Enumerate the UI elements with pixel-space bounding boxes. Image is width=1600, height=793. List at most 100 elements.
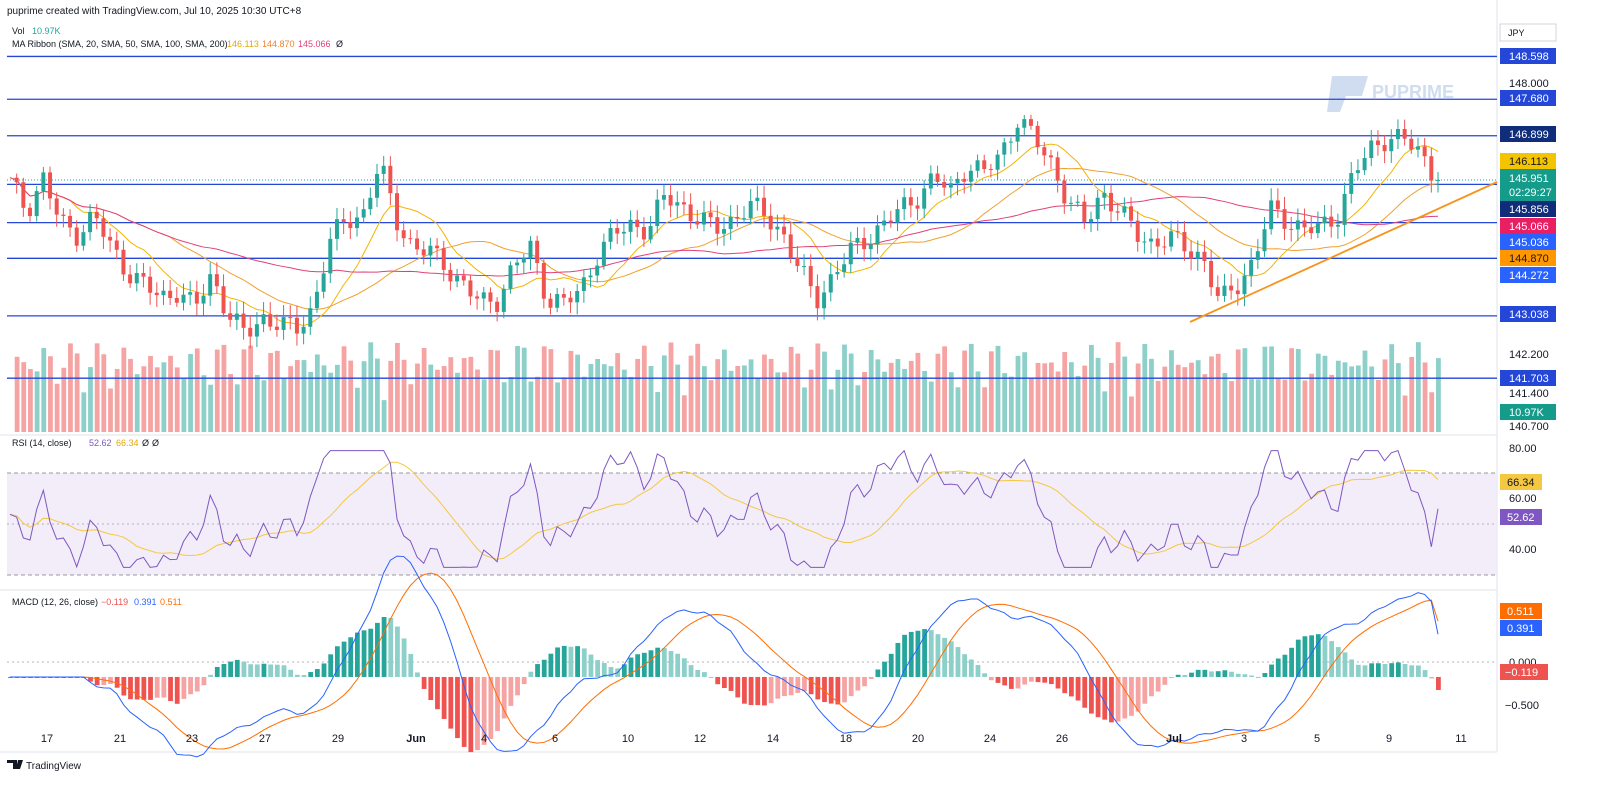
volume-bar xyxy=(862,372,867,432)
macd-histogram-bar xyxy=(1195,669,1201,677)
macd-histogram-bar xyxy=(735,676,741,698)
currency-box[interactable] xyxy=(1499,23,1557,42)
macd-histogram-bar xyxy=(154,676,160,698)
candle-body xyxy=(174,298,179,303)
volume-bar xyxy=(28,369,33,432)
candle-body xyxy=(435,245,440,249)
candle-body xyxy=(214,274,219,287)
badge-histogram[interactable] xyxy=(1500,664,1548,680)
candle-body xyxy=(1362,158,1367,171)
macd-histogram-bar xyxy=(94,676,100,686)
candle-body xyxy=(455,275,460,282)
volume-bar xyxy=(281,378,287,432)
candle-body xyxy=(688,204,693,222)
badge-ma-short[interactable] xyxy=(1500,153,1556,169)
badge-rsi-ma[interactable] xyxy=(1500,474,1542,490)
volume-bar xyxy=(515,345,520,432)
time-tick-label: 17 xyxy=(41,733,53,745)
volume-bar xyxy=(942,346,947,432)
volume-bar xyxy=(1255,379,1261,432)
tradingview-logo[interactable]: TradingView xyxy=(7,760,82,772)
macd-histogram-bar xyxy=(581,648,587,677)
candle-body xyxy=(1369,140,1374,159)
volume-bar xyxy=(1189,362,1194,432)
volume-bar xyxy=(1022,352,1028,432)
badge-signal[interactable] xyxy=(1500,603,1542,619)
volume-bar xyxy=(728,370,734,432)
macd-histogram-bar xyxy=(1215,671,1221,677)
volume-bar xyxy=(995,345,1001,432)
candle-body xyxy=(301,326,306,334)
candle-body xyxy=(161,290,166,296)
badge-ma-long[interactable] xyxy=(1500,218,1556,234)
badge-141703[interactable] xyxy=(1500,370,1556,386)
time-axis[interactable]: 17 21 23 27 29 Jun 4 6 10 12 14 18 20 24 26 Jul 3 5 9 11 xyxy=(41,733,1467,745)
badge-148598[interactable] xyxy=(1500,48,1556,64)
badge-145036[interactable] xyxy=(1500,234,1556,250)
candle-body xyxy=(1322,216,1327,224)
badge-145856[interactable] xyxy=(1500,201,1556,217)
volume-bar xyxy=(742,365,747,432)
badge-rsi[interactable] xyxy=(1500,509,1542,525)
badge-143038[interactable] xyxy=(1500,306,1556,322)
candle-body xyxy=(415,238,420,250)
macd-histogram-bar xyxy=(908,631,914,677)
volume-bar xyxy=(1035,362,1041,432)
candle-body xyxy=(1315,223,1320,234)
badge-countdown-text: 02:29:27 xyxy=(1509,187,1552,199)
badge-last-price[interactable] xyxy=(1500,169,1556,201)
volume-bar xyxy=(488,349,494,432)
volume-bar xyxy=(181,378,187,432)
volume-bar xyxy=(241,349,247,432)
volume-bar xyxy=(1369,366,1375,432)
volume-bar xyxy=(1042,363,1048,432)
macd-histogram-bar xyxy=(261,663,267,677)
tradingview-logo-icon xyxy=(7,760,23,769)
candle-body xyxy=(902,197,907,210)
badge-macd[interactable] xyxy=(1500,620,1542,636)
badge-147680[interactable] xyxy=(1500,90,1556,106)
macd-histogram-bar xyxy=(788,676,794,696)
badge-macd-text: 0.391 xyxy=(1507,623,1535,635)
badge-volume[interactable] xyxy=(1500,404,1556,420)
trendline[interactable] xyxy=(1189,181,1498,323)
candle-body xyxy=(21,182,26,208)
candle-body xyxy=(975,160,980,171)
macd-histogram-bar xyxy=(1295,639,1301,677)
volume-bar xyxy=(982,387,988,432)
ma-empty-value: Ø xyxy=(336,39,343,49)
volume-bar xyxy=(815,343,821,432)
volume-bar xyxy=(762,354,767,432)
volume-bar xyxy=(194,348,200,432)
badge-148598-text: 148.598 xyxy=(1509,51,1549,63)
volume-bar xyxy=(902,368,907,432)
macd-histogram-bar xyxy=(1062,676,1068,694)
candle-body xyxy=(848,242,853,265)
volume-bar xyxy=(882,371,887,432)
candle-body xyxy=(1229,285,1234,291)
volume-bar xyxy=(1295,349,1301,432)
macd-histogram-bar xyxy=(1375,663,1381,677)
macd-histogram-bar xyxy=(1329,641,1335,677)
macd-histogram-bar xyxy=(1028,676,1034,682)
badge-146899[interactable] xyxy=(1500,126,1556,142)
candle-body xyxy=(1202,251,1207,262)
badge-144272[interactable] xyxy=(1500,267,1556,283)
volume-bar xyxy=(375,358,380,432)
volume-bar xyxy=(828,389,834,432)
candle-body xyxy=(1169,231,1174,247)
volume-bar xyxy=(1075,375,1081,432)
macd-histogram-bar xyxy=(1429,676,1435,679)
price-tick: 140.700 xyxy=(1509,421,1549,433)
volume-bar xyxy=(1289,348,1294,432)
candle-body xyxy=(234,313,239,320)
volume-bar xyxy=(81,392,87,432)
macd-histogram-bar xyxy=(635,654,641,677)
badge-ma-mid[interactable] xyxy=(1500,250,1556,266)
candle-body xyxy=(1209,261,1214,288)
macd-histogram-bar xyxy=(1289,647,1294,677)
volume-bar xyxy=(208,384,213,432)
candle-body xyxy=(855,238,860,243)
candle-body xyxy=(481,292,486,299)
